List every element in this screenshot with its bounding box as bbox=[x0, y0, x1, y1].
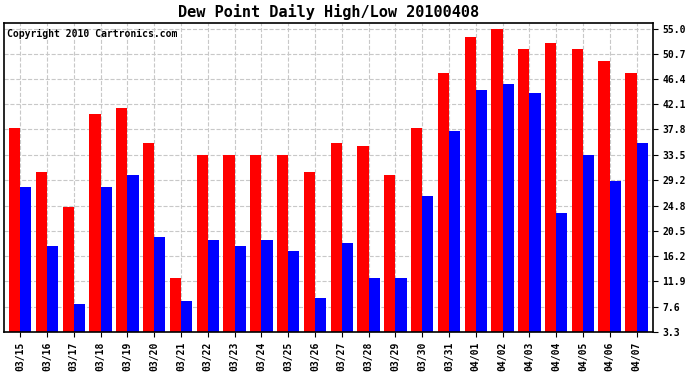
Bar bbox=[74, 304, 85, 332]
Bar bbox=[437, 73, 449, 332]
Bar bbox=[277, 154, 288, 332]
Bar bbox=[556, 213, 567, 332]
Bar bbox=[90, 114, 101, 332]
Bar bbox=[315, 298, 326, 332]
Bar bbox=[449, 131, 460, 332]
Bar bbox=[143, 143, 155, 332]
Bar bbox=[464, 38, 476, 332]
Bar bbox=[235, 246, 246, 332]
Bar bbox=[637, 143, 648, 332]
Bar bbox=[502, 84, 514, 332]
Bar bbox=[384, 175, 395, 332]
Bar bbox=[610, 181, 621, 332]
Bar bbox=[250, 154, 262, 332]
Bar bbox=[572, 49, 583, 332]
Bar bbox=[476, 90, 487, 332]
Bar bbox=[304, 172, 315, 332]
Bar bbox=[181, 301, 193, 332]
Bar bbox=[101, 187, 112, 332]
Bar bbox=[625, 73, 637, 332]
Bar bbox=[20, 187, 32, 332]
Bar bbox=[545, 43, 556, 332]
Bar bbox=[357, 146, 368, 332]
Bar bbox=[288, 251, 299, 332]
Bar bbox=[155, 237, 166, 332]
Bar bbox=[422, 196, 433, 332]
Bar bbox=[529, 93, 540, 332]
Bar bbox=[491, 28, 502, 332]
Title: Dew Point Daily High/Low 20100408: Dew Point Daily High/Low 20100408 bbox=[178, 4, 479, 20]
Bar bbox=[47, 246, 58, 332]
Bar bbox=[411, 128, 422, 332]
Bar bbox=[208, 240, 219, 332]
Bar bbox=[262, 240, 273, 332]
Bar bbox=[518, 49, 529, 332]
Bar bbox=[368, 278, 380, 332]
Bar bbox=[128, 175, 139, 332]
Bar bbox=[197, 154, 208, 332]
Bar bbox=[116, 108, 128, 332]
Bar bbox=[224, 154, 235, 332]
Bar bbox=[598, 61, 610, 332]
Bar bbox=[331, 143, 342, 332]
Bar bbox=[9, 128, 20, 332]
Text: Copyright 2010 Cartronics.com: Copyright 2010 Cartronics.com bbox=[8, 29, 178, 39]
Bar bbox=[63, 207, 74, 332]
Bar bbox=[583, 154, 594, 332]
Bar bbox=[395, 278, 406, 332]
Bar bbox=[342, 243, 353, 332]
Bar bbox=[36, 172, 47, 332]
Bar bbox=[170, 278, 181, 332]
